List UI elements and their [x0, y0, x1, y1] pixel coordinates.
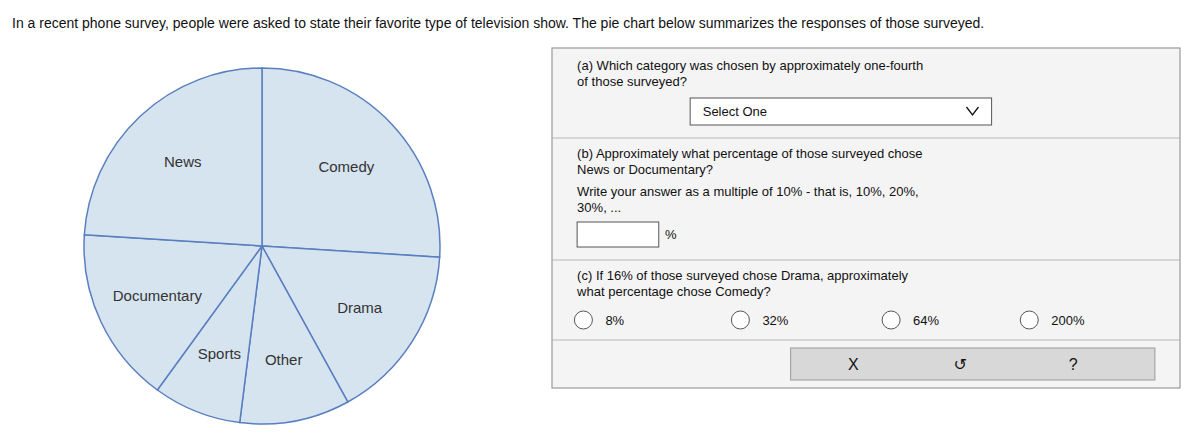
select-text: Select One — [703, 104, 767, 119]
question-b: (b) Approximately what percentage of tho… — [577, 146, 922, 177]
radio-button — [731, 311, 749, 329]
dropdown-arrow — [966, 107, 978, 115]
slice-label: Documentary — [113, 287, 203, 304]
panel-frame — [552, 48, 1180, 388]
select-box — [690, 98, 991, 125]
input-box — [577, 222, 659, 247]
pie — [84, 68, 440, 424]
input-unit-line: % — [665, 227, 677, 242]
radio-button — [882, 311, 900, 329]
icon: ? — [1069, 356, 1078, 373]
icon: X — [848, 356, 859, 373]
divider — [552, 260, 1180, 261]
question-panel: (a) Which category was chosen by approxi… — [552, 48, 1180, 388]
title: In a recent phone survey, people were as… — [12, 15, 984, 31]
radio-option: 32% — [762, 313, 788, 328]
question-c: (c) If 16% of those surveyed chose Drama… — [576, 268, 908, 299]
question-a: (a) Which category was chosen by approxi… — [577, 58, 923, 89]
slice-label: News — [164, 153, 202, 170]
question-a-line: (a) Which category was chosen by approxi… — [577, 58, 923, 73]
question-a-line: of those surveyed? — [577, 74, 687, 89]
radio-option: 64% — [913, 313, 939, 328]
radio-option: 200% — [1051, 313, 1085, 328]
pie-slice — [84, 68, 262, 246]
question-c-line: (c) If 16% of those surveyed chose Drama… — [577, 268, 908, 283]
question-c-line: what percentage chose Comedy? — [576, 284, 771, 299]
radio-button — [1020, 311, 1038, 329]
divider — [552, 138, 1180, 139]
question-b-line: (b) Approximately what percentage of tho… — [577, 146, 922, 161]
radio-option: 8% — [605, 313, 624, 328]
slice-label: Comedy — [318, 158, 374, 175]
input-unit: % — [665, 227, 677, 242]
icon: ↺ — [953, 356, 966, 373]
icon-bar — [791, 348, 1155, 380]
question-b-note-line: Write your answer as a multiple of 10% -… — [577, 184, 919, 199]
pie-slice — [262, 68, 440, 257]
select-text-line: Select One — [703, 104, 767, 119]
slice-label: Drama — [337, 299, 383, 316]
slice-label: Other — [265, 351, 303, 368]
question-b-line: News or Documentary? — [577, 162, 713, 177]
pie-slice — [84, 235, 262, 390]
radio-button — [574, 311, 592, 329]
question-b-note: Write your answer as a multiple of 10% -… — [577, 184, 919, 215]
question-b-note-line: 30%, ... — [577, 200, 621, 215]
chart-root: In a recent phone survey, people were as… — [0, 0, 1200, 441]
slice-label: Sports — [198, 345, 241, 362]
divider — [552, 340, 1180, 341]
